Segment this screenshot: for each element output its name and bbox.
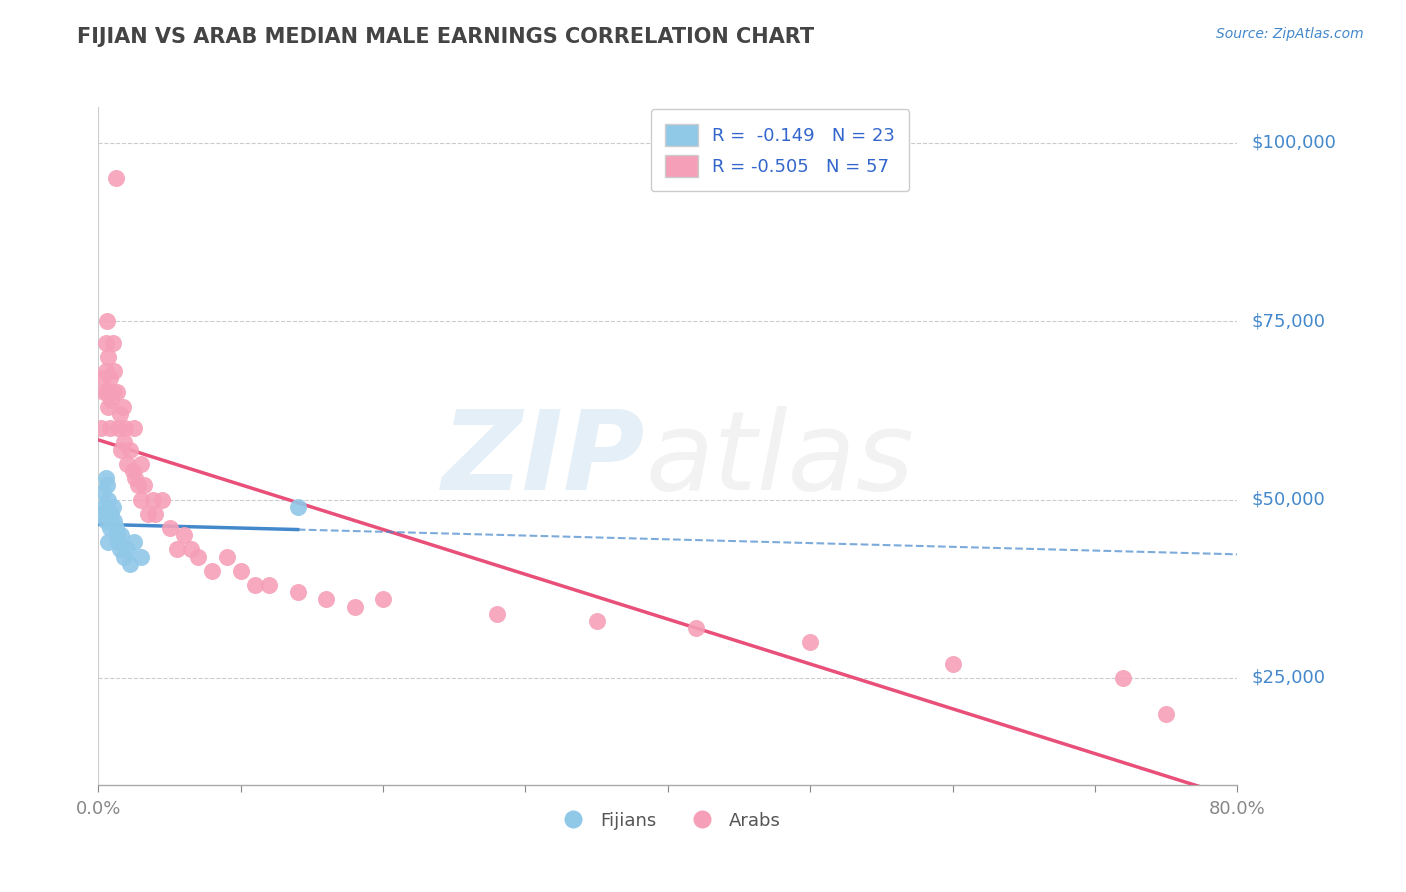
Point bbox=[180, 542, 202, 557]
Point bbox=[685, 621, 707, 635]
Point bbox=[101, 500, 124, 514]
Point bbox=[373, 592, 395, 607]
Point bbox=[101, 335, 124, 350]
Point bbox=[259, 578, 281, 592]
Point bbox=[141, 492, 163, 507]
Point bbox=[91, 485, 114, 500]
Point bbox=[107, 421, 129, 435]
Point bbox=[98, 371, 121, 385]
Point bbox=[118, 442, 141, 457]
Text: atlas: atlas bbox=[645, 406, 914, 513]
Point bbox=[96, 385, 118, 400]
Point bbox=[97, 400, 120, 414]
Point bbox=[799, 635, 821, 649]
Text: $100,000: $100,000 bbox=[1251, 134, 1336, 152]
Point bbox=[108, 542, 131, 557]
Text: FIJIAN VS ARAB MEDIAN MALE EARNINGS CORRELATION CHART: FIJIAN VS ARAB MEDIAN MALE EARNINGS CORR… bbox=[77, 27, 814, 46]
Point bbox=[94, 514, 117, 528]
Point bbox=[96, 478, 118, 492]
Point bbox=[104, 521, 127, 535]
Point bbox=[315, 592, 337, 607]
Text: $75,000: $75,000 bbox=[1251, 312, 1326, 330]
Point bbox=[90, 421, 112, 435]
Point bbox=[166, 542, 188, 557]
Point bbox=[107, 535, 129, 549]
Point bbox=[96, 314, 118, 328]
Text: $50,000: $50,000 bbox=[1251, 491, 1324, 508]
Text: Source: ZipAtlas.com: Source: ZipAtlas.com bbox=[1216, 27, 1364, 41]
Point bbox=[1112, 671, 1135, 685]
Point bbox=[100, 507, 122, 521]
Point bbox=[129, 457, 152, 471]
Point bbox=[118, 557, 141, 571]
Point bbox=[112, 549, 135, 564]
Point bbox=[104, 171, 127, 186]
Point bbox=[93, 500, 115, 514]
Point bbox=[94, 364, 117, 378]
Point bbox=[287, 585, 309, 599]
Point bbox=[101, 385, 124, 400]
Point bbox=[93, 385, 115, 400]
Point bbox=[98, 421, 121, 435]
Point bbox=[108, 407, 131, 421]
Point bbox=[173, 528, 195, 542]
Point bbox=[115, 542, 138, 557]
Point bbox=[127, 478, 149, 492]
Point bbox=[105, 385, 128, 400]
Point bbox=[112, 435, 135, 450]
Point bbox=[585, 614, 607, 628]
Point bbox=[97, 492, 120, 507]
Point bbox=[111, 400, 134, 414]
Point bbox=[103, 514, 125, 528]
Legend: Fijians, Arabs: Fijians, Arabs bbox=[548, 805, 787, 837]
Point bbox=[100, 392, 122, 407]
Point bbox=[343, 599, 366, 614]
Point bbox=[287, 500, 309, 514]
Point bbox=[105, 528, 128, 542]
Point bbox=[942, 657, 965, 671]
Point bbox=[115, 457, 138, 471]
Point bbox=[136, 507, 159, 521]
Point bbox=[132, 478, 155, 492]
Point bbox=[129, 549, 152, 564]
Point bbox=[122, 535, 145, 549]
Point bbox=[91, 371, 114, 385]
Point bbox=[94, 335, 117, 350]
Text: ZIP: ZIP bbox=[441, 406, 645, 513]
Point bbox=[243, 578, 266, 592]
Point bbox=[159, 521, 181, 535]
Point bbox=[122, 421, 145, 435]
Point bbox=[103, 364, 125, 378]
Point bbox=[129, 492, 152, 507]
Text: $25,000: $25,000 bbox=[1251, 669, 1326, 687]
Point bbox=[215, 549, 238, 564]
Point bbox=[94, 471, 117, 485]
Point bbox=[110, 442, 132, 457]
Point bbox=[1154, 706, 1177, 721]
Point bbox=[145, 507, 167, 521]
Point bbox=[114, 421, 136, 435]
Point bbox=[229, 564, 252, 578]
Point bbox=[201, 564, 224, 578]
Point bbox=[98, 521, 121, 535]
Point bbox=[121, 464, 143, 478]
Point bbox=[187, 549, 209, 564]
Point bbox=[97, 535, 120, 549]
Point bbox=[110, 528, 132, 542]
Point bbox=[97, 350, 120, 364]
Point bbox=[124, 471, 146, 485]
Point bbox=[152, 492, 174, 507]
Point bbox=[90, 507, 112, 521]
Point bbox=[486, 607, 509, 621]
